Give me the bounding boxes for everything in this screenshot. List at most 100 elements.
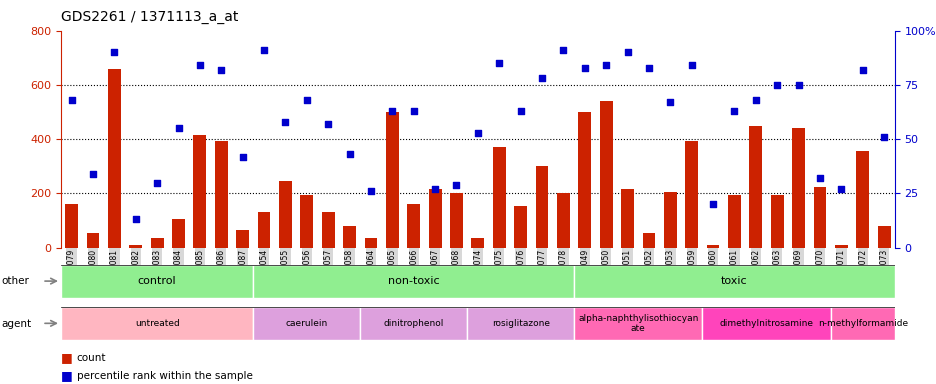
Bar — [321, 212, 334, 248]
Bar — [599, 101, 612, 248]
Point — [513, 108, 528, 114]
Point — [748, 97, 763, 103]
Bar — [359, 307, 467, 340]
Bar — [343, 226, 356, 248]
Bar — [66, 204, 78, 248]
Text: caerulein: caerulein — [285, 319, 328, 328]
Point — [726, 108, 741, 114]
Point — [235, 154, 250, 160]
Text: agent: agent — [1, 318, 31, 329]
Point — [598, 62, 613, 68]
Point — [662, 99, 677, 105]
Point — [833, 186, 848, 192]
Point — [855, 67, 870, 73]
Text: untreated: untreated — [135, 319, 180, 328]
Point — [320, 121, 335, 127]
Bar — [386, 112, 399, 248]
Point — [406, 108, 421, 114]
Bar — [449, 194, 462, 248]
Bar — [706, 245, 719, 248]
Bar — [830, 307, 894, 340]
Text: dimethylnitrosamine: dimethylnitrosamine — [719, 319, 812, 328]
Point — [64, 97, 79, 103]
Bar — [364, 238, 377, 248]
Text: n-methylformamide: n-methylformamide — [817, 319, 907, 328]
Bar — [621, 189, 634, 248]
Point — [620, 50, 635, 56]
Point — [213, 67, 228, 73]
Bar — [574, 307, 702, 340]
Bar — [535, 166, 548, 248]
Bar — [514, 206, 526, 248]
Text: GDS2261 / 1371113_a_at: GDS2261 / 1371113_a_at — [61, 10, 238, 23]
Bar — [429, 189, 441, 248]
Text: alpha-naphthylisothiocyan
ate: alpha-naphthylisothiocyan ate — [578, 314, 697, 333]
Bar — [86, 233, 99, 248]
Point — [491, 60, 506, 66]
Text: rosiglitazone: rosiglitazone — [491, 319, 549, 328]
Text: ■: ■ — [61, 351, 73, 364]
Text: non-toxic: non-toxic — [388, 276, 439, 286]
Bar — [257, 212, 271, 248]
Point — [641, 65, 656, 71]
Bar — [61, 307, 253, 340]
Bar — [727, 195, 740, 248]
Bar — [812, 187, 826, 248]
Point — [448, 182, 463, 188]
Bar — [253, 307, 359, 340]
Text: percentile rank within the sample: percentile rank within the sample — [77, 371, 253, 381]
Bar — [471, 238, 484, 248]
Bar — [642, 233, 654, 248]
Point — [192, 62, 207, 68]
Point — [534, 75, 548, 81]
Bar — [300, 195, 313, 248]
Bar — [172, 219, 184, 248]
Point — [790, 82, 805, 88]
Bar — [856, 151, 869, 248]
Bar — [770, 195, 782, 248]
Point — [427, 186, 442, 192]
Point — [683, 62, 698, 68]
Bar — [236, 230, 249, 248]
Point — [85, 171, 100, 177]
Bar — [253, 265, 574, 298]
Point — [128, 217, 143, 223]
Text: control: control — [138, 276, 176, 286]
Point — [299, 97, 314, 103]
Point — [363, 188, 378, 194]
Bar — [664, 192, 676, 248]
Point — [150, 180, 165, 186]
Point — [876, 134, 891, 140]
Bar — [108, 69, 121, 248]
Bar — [749, 126, 762, 248]
Point — [171, 125, 186, 131]
Bar — [684, 141, 697, 248]
Bar — [574, 265, 894, 298]
Bar — [407, 204, 419, 248]
Point — [107, 50, 122, 56]
Bar — [467, 307, 574, 340]
Text: count: count — [77, 353, 106, 363]
Text: ■: ■ — [61, 369, 73, 382]
Bar — [791, 128, 804, 248]
Text: other: other — [1, 276, 29, 286]
Point — [278, 119, 293, 125]
Point — [555, 47, 570, 53]
Bar — [214, 141, 227, 248]
Point — [385, 108, 400, 114]
Bar — [834, 245, 847, 248]
Bar — [61, 265, 253, 298]
Bar — [492, 147, 505, 248]
Point — [470, 130, 485, 136]
Bar — [556, 194, 569, 248]
Point — [812, 175, 826, 181]
Text: dinitrophenol: dinitrophenol — [383, 319, 444, 328]
Bar — [877, 226, 889, 248]
Bar — [151, 238, 164, 248]
Bar — [129, 245, 142, 248]
Point — [256, 47, 271, 53]
Bar — [279, 181, 291, 248]
Bar — [702, 307, 830, 340]
Point — [705, 201, 720, 207]
Point — [342, 151, 357, 157]
